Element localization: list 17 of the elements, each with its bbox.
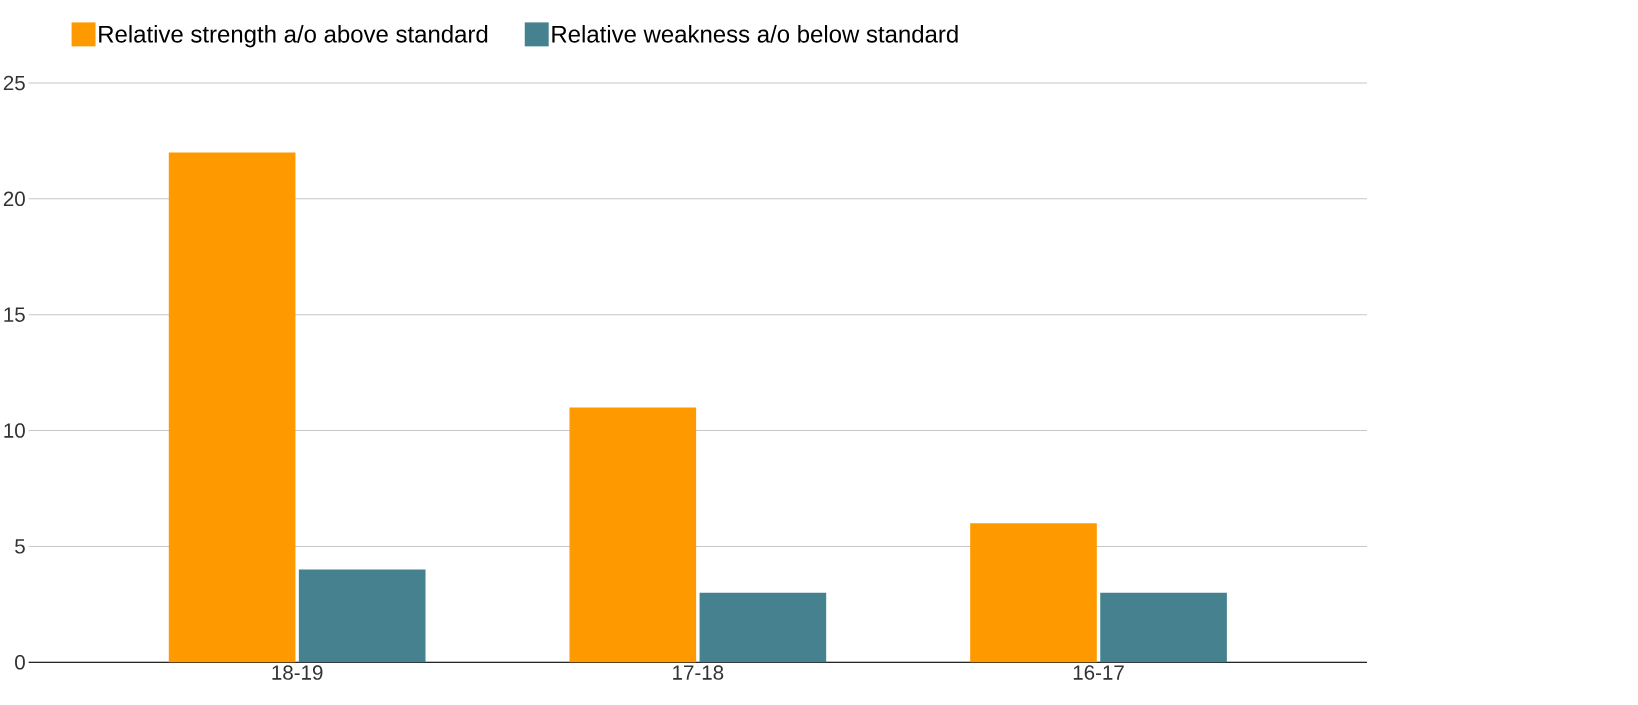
x-tick-label: 18-19: [272, 665, 323, 680]
y-tick-label: 20: [3, 191, 25, 207]
legend-label: Relative strength a/o above standard: [99, 25, 488, 48]
bar: [699, 592, 827, 663]
y-tick-label: 15: [4, 307, 25, 322]
y-tick-label: 10: [4, 423, 25, 438]
y-tick-label: 25: [3, 75, 25, 91]
bar: [1100, 592, 1227, 663]
x-tick-label: 16-17: [1073, 665, 1124, 680]
bar: [298, 569, 426, 663]
y-tick-label: 0: [15, 654, 25, 670]
x-tick-label: 17-18: [673, 665, 724, 680]
bar: [569, 407, 697, 663]
y-tick-label: 5: [15, 539, 25, 554]
bar: [168, 152, 296, 663]
bar: [970, 523, 1097, 663]
legend-label: Relative weakness a/o below standard: [552, 25, 958, 43]
